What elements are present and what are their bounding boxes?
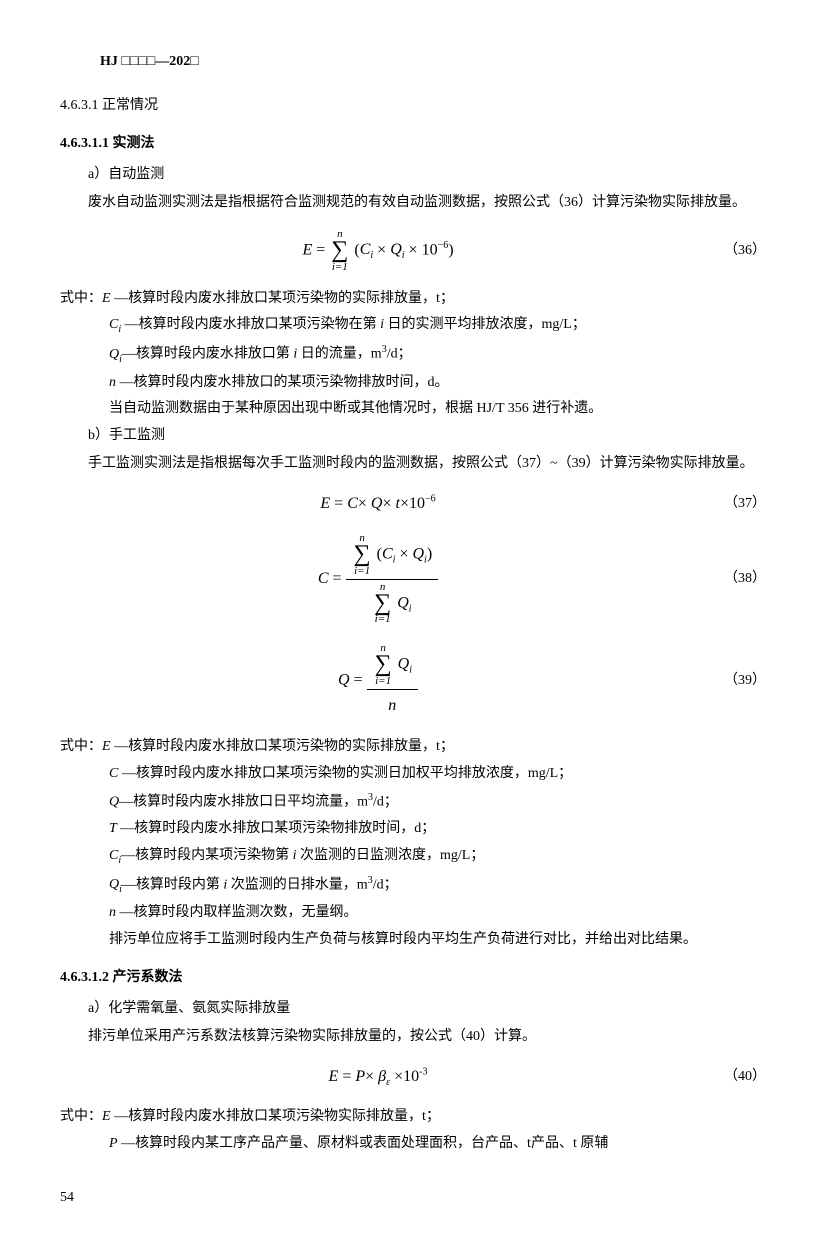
def-36-n: n —核算时段内废水排放口的某项污染物排放时间，d。 [60,371,766,395]
def-40-P: P —核算时段内某工序产品产量、原材料或表面处理面积，台产品、t产品、t 原辅 [60,1132,766,1156]
para-auto-desc: 废水自动监测实测法是指根据符合监测规范的有效自动监测数据，按照公式（36）计算污… [60,191,766,215]
formula-40-num: （40） [696,1065,766,1089]
section-4-6-3-1-2: 4.6.3.1.2 产污系数法 [60,966,766,990]
def-36-E: 式中：E —核算时段内废水排放口某项污染物的实际排放量，t； [60,287,766,311]
def-37-Ci: Ci—核算时段内某项污染物第 i 次监测的日监测浓度，mg/L； [60,844,766,869]
formula-37: E = C× Q× t×10−6 （37） [60,490,766,517]
formula-39: Q = n∑i=1 Qi n （39） [60,641,766,721]
formula-37-expr: E = C× Q× t×10−6 [60,490,696,517]
section-4-6-3-1: 4.6.3.1 正常情况 [60,94,766,118]
page-number: 54 [60,1186,766,1210]
header-code: HJ □□□□—202□ [60,50,766,74]
note-auto: 当自动监测数据由于某种原因出现中断或其他情况时，根据 HJ/T 356 进行补遗… [60,397,766,421]
para-manual-desc: 手工监测实测法是指根据每次手工监测时段内的监测数据，按照公式（37）~（39）计… [60,452,766,476]
def-37-Qi: Qi—核算时段内第 i 次监测的日排水量，m3/d； [60,872,766,898]
def-37-C: C —核算时段内废水排放口某项污染物的实测日加权平均排放浓度，mg/L； [60,762,766,786]
def-36-Ci: Ci —核算时段内废水排放口某项污染物在第 i 日的实测平均排放浓度，mg/L； [60,313,766,338]
formula-38: C = n∑i=1 (Ci × Qi) n∑i=1 Qi （38） [60,531,766,627]
def-37-Q: Q—核算时段内废水排放口日平均流量，m3/d； [60,789,766,814]
def-37-n: n —核算时段内取样监测次数，无量纲。 [60,901,766,925]
formula-40-expr: E = P× βε ×10-3 [60,1063,696,1091]
formula-36-expr: E = n∑i=1 (Ci × Qi × 10−6) [60,229,696,273]
para-coef-desc: 排污单位采用产污系数法核算污染物实际排放量的，按公式（40）计算。 [60,1025,766,1049]
formula-36: E = n∑i=1 (Ci × Qi × 10−6) （36） [60,229,766,273]
formula-40: E = P× βε ×10-3 （40） [60,1063,766,1091]
item-a-coef: a）化学需氧量、氨氮实际排放量 [60,997,766,1021]
def-40-E: 式中：E —核算时段内废水排放口某项污染物实际排放量，t； [60,1105,766,1129]
item-b-manual: b）手工监测 [60,424,766,448]
def-36-Qi: Qi—核算时段内废水排放口第 i 日的流量，m3/d； [60,341,766,367]
formula-39-num: （39） [696,669,766,693]
section-4-6-3-1-1: 4.6.3.1.1 实测法 [60,132,766,156]
formula-39-expr: Q = n∑i=1 Qi n [60,641,696,721]
formula-37-num: （37） [696,492,766,516]
formula-36-num: （36） [696,239,766,263]
item-a-auto: a）自动监测 [60,163,766,187]
formula-38-expr: C = n∑i=1 (Ci × Qi) n∑i=1 Qi [60,531,696,627]
formula-38-num: （38） [696,567,766,591]
note-manual: 排污单位应将手工监测时段内生产负荷与核算时段内平均生产负荷进行对比，并给出对比结… [60,928,766,952]
def-37-T: T —核算时段内废水排放口某项污染物排放时间，d； [60,817,766,841]
def-37-E: 式中：E —核算时段内废水排放口某项污染物的实际排放量，t； [60,735,766,759]
